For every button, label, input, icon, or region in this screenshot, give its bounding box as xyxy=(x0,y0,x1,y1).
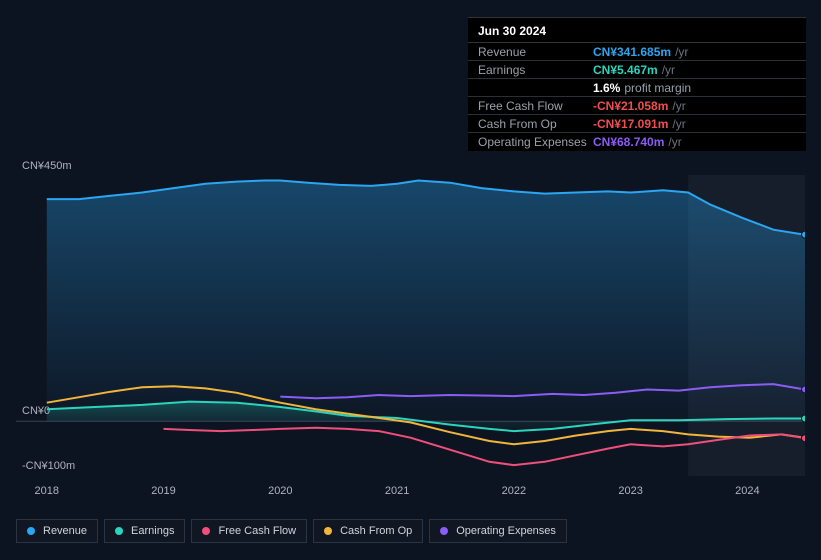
tooltip-row: Free Cash Flow-CN¥21.058m/yr xyxy=(468,97,806,115)
tooltip-row-label: Revenue xyxy=(478,44,593,60)
opex-end-dot xyxy=(802,386,806,393)
tooltip-row-value: CN¥341.685m xyxy=(593,44,671,60)
legend-item-fcf[interactable]: Free Cash Flow xyxy=(191,519,307,543)
tooltip-row: EarningsCN¥5.467m/yr xyxy=(468,61,806,79)
tooltip-row-value: CN¥5.467m xyxy=(593,62,658,78)
legend-swatch-icon xyxy=(27,527,35,535)
tooltip-row-unit: /yr xyxy=(662,62,675,78)
legend-label: Earnings xyxy=(131,525,174,537)
x-axis-label: 2018 xyxy=(35,485,59,497)
chart-legend: Revenue Earnings Free Cash Flow Cash From O… xyxy=(16,519,567,543)
legend-item-revenue[interactable]: Revenue xyxy=(16,519,98,543)
legend-swatch-icon xyxy=(440,527,448,535)
legend-swatch-icon xyxy=(115,527,123,535)
legend-swatch-icon xyxy=(324,527,332,535)
tooltip-row-label: Cash From Op xyxy=(478,116,593,132)
legend-label: Cash From Op xyxy=(340,525,412,537)
tooltip-date: Jun 30 2024 xyxy=(468,18,806,43)
x-axis-label: 2022 xyxy=(502,485,526,497)
financials-chart xyxy=(16,175,805,476)
tooltip-row-value: -CN¥17.091m xyxy=(593,116,668,132)
x-axis-label: 2021 xyxy=(385,485,409,497)
x-axis-label: 2020 xyxy=(268,485,292,497)
tooltip-row-extra: profit margin xyxy=(624,80,691,96)
revenue-end-dot xyxy=(802,231,806,238)
tooltip-row-unit: /yr xyxy=(675,44,688,60)
legend-item-cfo[interactable]: Cash From Op xyxy=(313,519,423,543)
tooltip-row-label: Earnings xyxy=(478,62,593,78)
revenue-area xyxy=(47,181,805,422)
tooltip-row-label: Operating Expenses xyxy=(478,134,593,150)
legend-item-opex[interactable]: Operating Expenses xyxy=(429,519,567,543)
tooltip-row-value: -CN¥21.058m xyxy=(593,98,668,114)
tooltip-row: RevenueCN¥341.685m/yr xyxy=(468,43,806,61)
x-axis-label: 2019 xyxy=(151,485,175,497)
tooltip-row: Operating ExpensesCN¥68.740m/yr xyxy=(468,133,806,151)
tooltip-row-value: 1.6% xyxy=(593,80,620,96)
tooltip-row-value: CN¥68.740m xyxy=(593,134,664,150)
tooltip-row: Cash From Op-CN¥17.091m/yr xyxy=(468,115,806,133)
legend-swatch-icon xyxy=(202,527,210,535)
legend-label: Revenue xyxy=(43,525,87,537)
tooltip-row-unit: /yr xyxy=(672,98,685,114)
y-axis-label: CN¥450m xyxy=(22,160,72,172)
legend-label: Free Cash Flow xyxy=(218,525,296,537)
legend-label: Operating Expenses xyxy=(456,525,556,537)
chart-tooltip: Jun 30 2024 RevenueCN¥341.685m/yrEarning… xyxy=(468,17,806,151)
x-axis: 2018 2019 2020 2021 2022 2023 2024 xyxy=(16,485,805,501)
fcf-end-dot xyxy=(802,435,806,442)
tooltip-row-label: Free Cash Flow xyxy=(478,98,593,114)
x-axis-label: 2023 xyxy=(618,485,642,497)
tooltip-row-unit: /yr xyxy=(672,116,685,132)
tooltip-row-unit: /yr xyxy=(668,134,681,150)
legend-item-earnings[interactable]: Earnings xyxy=(104,519,185,543)
earnings-end-dot xyxy=(802,415,806,422)
tooltip-row: 1.6%profit margin xyxy=(468,79,806,97)
x-axis-label: 2024 xyxy=(735,485,759,497)
